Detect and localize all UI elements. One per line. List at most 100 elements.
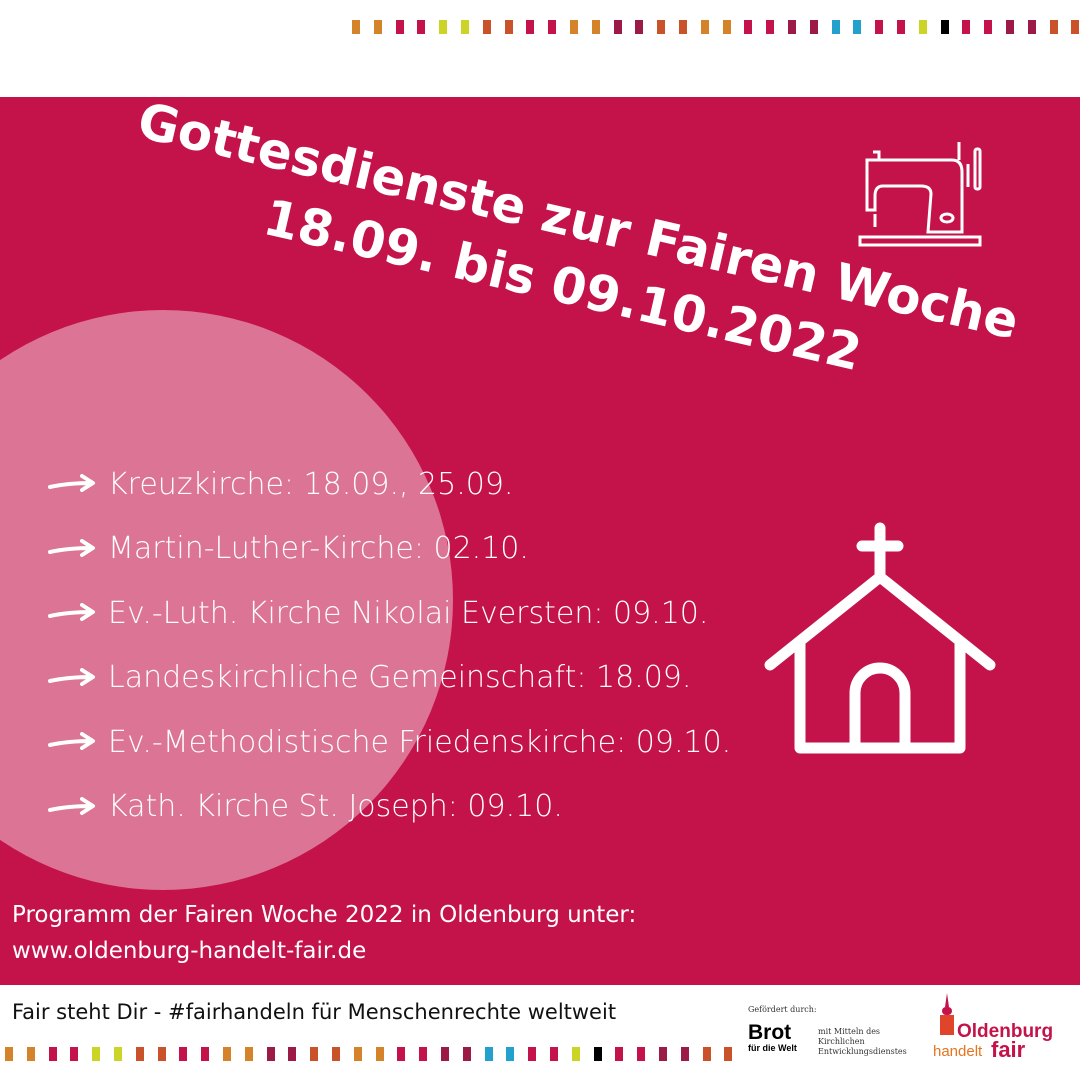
decorative-dot [506,1047,515,1061]
arrow-right-icon [48,732,95,751]
decorative-dot [1027,20,1036,34]
service-item: Landeskirchliche Gemeinschaft: 18.09. [48,646,731,711]
decorative-dot [222,1047,231,1061]
church-icon [764,522,996,754]
arrow-right-icon [48,603,95,622]
decorative-dot [288,1047,297,1061]
decorative-dot [896,20,905,34]
brot-fuer-die-welt-logo: Brot für die Welt [748,1021,797,1053]
decorative-dot [484,1047,493,1061]
decorative-dot [635,20,644,34]
decorative-dot [135,1047,144,1061]
decorative-dot [875,20,884,34]
decorative-dot [439,20,448,34]
service-item: Kreuzkirche: 18.09., 25.09. [48,452,731,517]
decorative-dot [504,20,513,34]
decorative-dot [157,1047,166,1061]
sewing-machine-icon [858,142,982,247]
decorative-dot [1071,20,1080,34]
decorative-dot [657,20,666,34]
decorative-dots-top [352,20,1080,34]
decorative-dot [419,1047,428,1061]
decorative-dot [962,20,971,34]
decorative-dot [462,1047,471,1061]
decorative-dot [331,1047,340,1061]
decorative-dot [266,1047,275,1061]
decorative-dot [310,1047,319,1061]
service-label: Martin-Luther-Kirche: 02.10. [108,531,529,567]
arrow-right-icon [48,474,95,493]
decorative-dot [678,20,687,34]
decorative-dot [395,20,404,34]
decorative-dot [548,20,557,34]
decorative-dot [397,1047,406,1061]
decorative-dot [724,1047,733,1061]
decorative-dot [48,1047,57,1061]
oldenburg-handelt-fair-logo: Oldenburg handelt fair [933,993,1078,1073]
decorative-dot [5,1047,13,1061]
decorative-dot [984,20,993,34]
decorative-dot [417,20,426,34]
sponsor-logos: Gefördert durch: Brot für die Welt mit M… [748,993,1078,1075]
service-list: Kreuzkirche: 18.09., 25.09. Martin-Luther… [48,452,731,839]
decorative-dot [201,1047,210,1061]
decorative-dot [787,20,796,34]
decorative-dot [352,20,360,34]
decorative-dot [637,1047,646,1061]
decorative-dot [92,1047,101,1061]
decorative-dots-bottom [5,1047,746,1061]
service-item: Ev.-Methodistische Friedenskirche: 09.10… [48,710,731,775]
decorative-dot [528,1047,537,1061]
decorative-dot [809,20,818,34]
service-item: Ev.-Luth. Kirche Nikolai Eversten: 09.10… [48,581,731,646]
program-url[interactable]: www.oldenburg-handelt-fair.de [12,938,367,964]
decorative-dot [113,1047,122,1061]
decorative-dot [744,20,753,34]
program-text: Programm der Fairen Woche 2022 in Oldenb… [12,902,637,928]
decorative-dot [591,20,600,34]
arrow-right-icon [48,538,95,557]
decorative-dot [1005,20,1014,34]
arrow-right-icon [48,667,95,686]
service-item: Martin-Luther-Kirche: 02.10. [48,517,731,582]
decorative-dot [615,1047,624,1061]
service-item: Kath. Kirche St. Joseph: 09.10. [48,775,731,840]
decorative-dot [244,1047,253,1061]
funding-note: mit Mitteln des Kirchlichen Entwicklungs… [818,1027,907,1056]
decorative-dot [569,20,578,34]
decorative-dot [702,1047,711,1061]
decorative-dot [940,20,949,34]
decorative-dot [26,1047,35,1061]
decorative-dot [658,1047,667,1061]
decorative-dot [179,1047,188,1061]
decorative-dot [613,20,622,34]
decorative-dot [1049,20,1058,34]
decorative-dot [353,1047,362,1061]
decorative-dot [482,20,491,34]
decorative-dot [853,20,862,34]
service-label: Ev.-Luth. Kirche Nikolai Eversten: 09.10… [108,595,709,631]
decorative-dot [460,20,469,34]
decorative-dot [375,1047,384,1061]
decorative-dot [831,20,840,34]
decorative-dot [373,20,382,34]
decorative-circle [0,310,453,890]
decorative-dot [722,20,731,34]
decorative-dot [766,20,775,34]
funded-by-label: Gefördert durch: [748,1005,817,1014]
decorative-dot [700,20,709,34]
decorative-dot [526,20,535,34]
main-banner: Gottesdienste zur Fairen Woche 18.09. bi… [0,97,1080,985]
decorative-dot [70,1047,79,1061]
tower-icon [940,993,954,1035]
decorative-dot [440,1047,449,1061]
service-label: Landeskirchliche Gemeinschaft: 18.09. [108,660,692,696]
arrow-right-icon [48,796,95,815]
service-label: Kath. Kirche St. Joseph: 09.10. [108,789,563,825]
service-label: Ev.-Methodistische Friedenskirche: 09.10… [108,724,732,760]
service-label: Kreuzkirche: 18.09., 25.09. [108,466,514,502]
decorative-dot [680,1047,689,1061]
decorative-dot [593,1047,602,1061]
decorative-dot [571,1047,580,1061]
footer-slogan: Fair steht Dir - #fairhandeln für Mensch… [12,1000,617,1024]
